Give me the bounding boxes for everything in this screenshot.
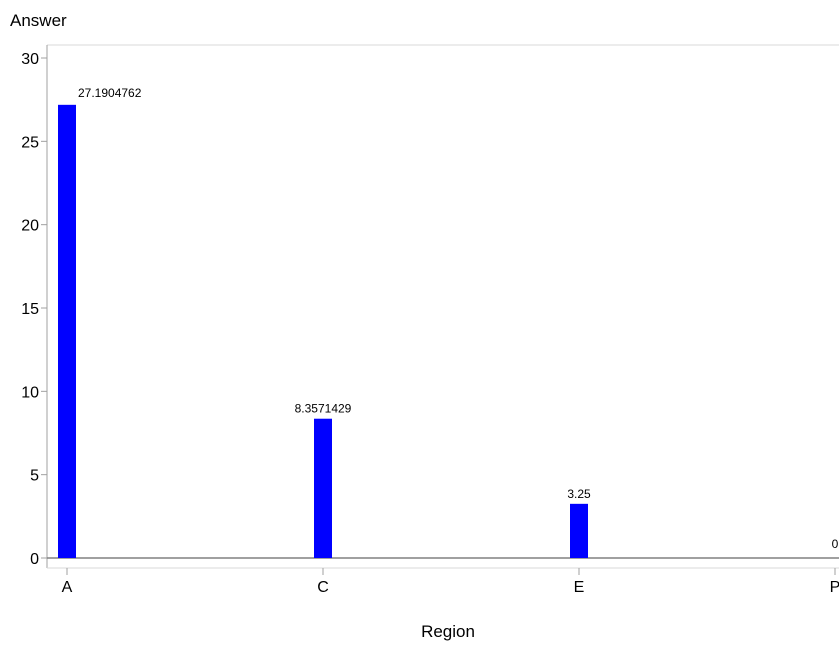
y-tick-label: 30 [21, 51, 39, 68]
data-label: 0 [832, 537, 839, 551]
bars-group [58, 104, 588, 559]
y-tick-label: 0 [30, 551, 39, 568]
data-label: 8.3571429 [295, 402, 352, 416]
x-tick-label: A [62, 579, 73, 596]
data-labels-group: 27.1904762 8.3571429 3.25 0 [78, 86, 839, 551]
bar [314, 418, 332, 558]
y-axis-title: Answer [10, 11, 67, 30]
y-tick-label: 10 [21, 384, 39, 401]
y-axis: 0 5 10 15 20 25 30 [21, 45, 48, 568]
data-label: 27.1904762 [78, 86, 142, 100]
y-tick-label: 20 [21, 218, 39, 235]
y-tick-label: 25 [21, 134, 39, 151]
x-tick-label: C [317, 579, 329, 596]
x-tick-label: P [830, 579, 839, 596]
x-axis-title: Region [421, 622, 475, 641]
y-tick-label: 15 [21, 301, 39, 318]
y-tick-label: 5 [30, 468, 39, 485]
bar [58, 104, 76, 559]
data-label: 3.25 [567, 487, 591, 501]
bar [570, 503, 588, 558]
x-tick-label: E [574, 579, 585, 596]
